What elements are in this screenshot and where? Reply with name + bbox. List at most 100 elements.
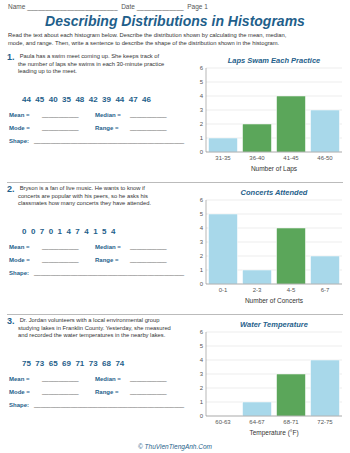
y-tick-label: 1 xyxy=(200,399,204,405)
problem-text: Bryson is a fan of live music. He wants … xyxy=(18,185,190,208)
y-tick-label: 6 xyxy=(200,329,204,335)
instruction: Read the text about each histogram below… xyxy=(8,32,344,47)
y-tick-label: 3 xyxy=(200,239,204,245)
field-blank: ___________ xyxy=(42,112,79,118)
y-tick-label: 0 xyxy=(200,413,204,419)
field-blank: ________________________________________… xyxy=(34,270,184,276)
field-blank: ___________ xyxy=(42,376,79,382)
header: Name _________________________ Date ____… xyxy=(8,3,208,10)
field-label: Shape: xyxy=(9,270,31,276)
bar xyxy=(243,270,272,284)
bars xyxy=(209,96,340,152)
grid-line xyxy=(206,82,342,83)
field-label: Mode = xyxy=(9,389,32,395)
chart-title: Laps Swam Each Practice xyxy=(228,56,321,65)
y-tick-label: 0 xyxy=(200,281,204,287)
problem-number: 2. xyxy=(7,184,15,194)
y-tick-label: 2 xyxy=(200,385,204,391)
problem-number: 3. xyxy=(7,316,15,326)
y-tick-label: 5 xyxy=(200,343,204,349)
field-blank: ___________ xyxy=(130,389,167,395)
field-blank: ________________________________________… xyxy=(34,402,184,408)
problem-text: Dr. Jordan volunteers with a local envir… xyxy=(18,317,190,340)
problem-number: 1. xyxy=(7,52,15,62)
grid-line xyxy=(206,332,342,333)
field-label: Shape: xyxy=(9,138,31,144)
y-tick-label: 2 xyxy=(200,121,204,127)
x-axis-label: Number of Concerts xyxy=(245,297,304,304)
x-tick-label: 0-1 xyxy=(219,287,228,293)
field-label: Range = xyxy=(95,257,120,263)
x-tick-label: 2-3 xyxy=(253,287,262,293)
bar xyxy=(243,402,272,416)
y-tick-label: 1 xyxy=(200,267,204,273)
problem-text: Paula has a swim meet coming up. She kee… xyxy=(18,53,190,76)
x-tick-label: 60-63 xyxy=(215,419,231,425)
histogram: Water Temperature012345660-6364-6768-717… xyxy=(190,318,346,440)
field-label: Mean = xyxy=(9,376,31,382)
grid-line xyxy=(206,96,342,97)
bar xyxy=(277,374,306,416)
bar xyxy=(277,96,306,152)
x-tick-label: 4-5 xyxy=(287,287,296,293)
bars xyxy=(209,214,340,284)
y-tick-label: 4 xyxy=(200,93,204,99)
field-blank: ________________________________________… xyxy=(34,138,184,144)
field-label: Mean = xyxy=(9,112,31,118)
x-tick-label: 72-75 xyxy=(317,419,333,425)
field-blank: ___________ xyxy=(130,244,167,250)
grid-line xyxy=(206,200,342,201)
x-tick-label: 41-45 xyxy=(283,155,299,161)
y-axis xyxy=(206,68,207,152)
field-label: Median = xyxy=(95,112,123,118)
field-blank: ___________ xyxy=(42,257,79,263)
data-line: 44 45 40 35 48 42 39 44 47 46 xyxy=(22,95,151,104)
y-tick-label: 6 xyxy=(200,197,204,203)
y-tick-label: 4 xyxy=(200,225,204,231)
bar xyxy=(209,138,238,152)
grid-line xyxy=(206,346,342,347)
bar xyxy=(209,214,238,284)
field-label: Mode = xyxy=(9,257,32,263)
x-axis xyxy=(206,152,342,153)
grid-line xyxy=(206,68,342,69)
field-label: Median = xyxy=(95,244,123,250)
x-tick-label: 31-35 xyxy=(215,155,231,161)
y-tick-label: 5 xyxy=(200,211,204,217)
histogram: Concerts Attended01234560-12-34-56-7Numb… xyxy=(190,186,346,308)
field-label: Mode = xyxy=(9,125,32,131)
data-line: 0 0 7 0 1 4 7 4 1 5 4 xyxy=(22,227,115,236)
x-axis-label: Number of Laps xyxy=(251,165,298,173)
bars xyxy=(243,360,340,416)
title: Describing Distributions in Histograms xyxy=(0,13,350,29)
bar xyxy=(243,124,272,152)
field-label: Shape: xyxy=(9,402,31,408)
data-line: 75 73 65 69 71 73 68 74 xyxy=(22,359,124,368)
x-tick-label: 6-7 xyxy=(321,287,330,293)
field-blank: ___________ xyxy=(42,125,79,131)
x-tick-label: 46-50 xyxy=(317,155,333,161)
bar xyxy=(311,256,340,284)
divider xyxy=(7,314,343,315)
bar xyxy=(311,360,340,416)
y-axis xyxy=(206,332,207,416)
field-blank: ___________ xyxy=(130,125,167,131)
field-blank: ___________ xyxy=(130,112,167,118)
y-tick-label: 6 xyxy=(200,65,204,71)
field-blank: ___________ xyxy=(42,244,79,250)
histogram: Laps Swam Each Practice012345631-3536-40… xyxy=(190,54,346,176)
y-tick-label: 3 xyxy=(200,107,204,113)
x-axis xyxy=(206,416,342,417)
field-label: Median = xyxy=(95,376,123,382)
y-axis xyxy=(206,200,207,284)
chart-title: Concerts Attended xyxy=(241,188,308,197)
y-tick-label: 5 xyxy=(200,79,204,85)
x-tick-label: 68-71 xyxy=(283,419,299,425)
divider xyxy=(7,182,343,183)
y-tick-label: 1 xyxy=(200,135,204,141)
field-blank: ___________ xyxy=(42,389,79,395)
y-tick-label: 0 xyxy=(200,149,204,155)
chart-title: Water Temperature xyxy=(240,320,308,329)
field-label: Range = xyxy=(95,389,120,395)
field-blank: ___________ xyxy=(130,376,167,382)
